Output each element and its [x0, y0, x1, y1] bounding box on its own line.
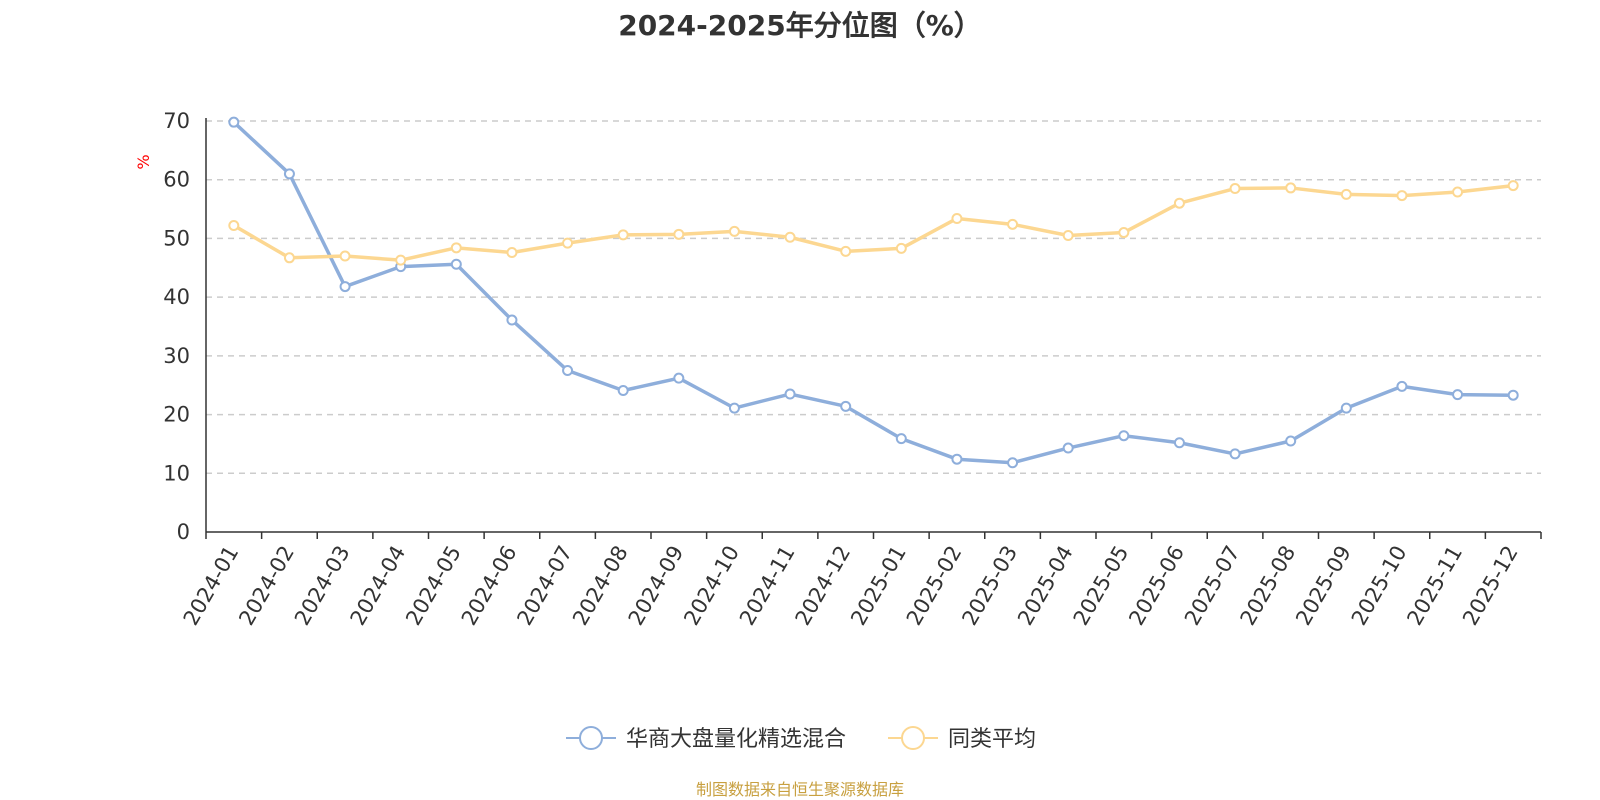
- y-tick-label: 10: [163, 461, 190, 485]
- y-axis-label: %: [134, 154, 153, 169]
- y-tick-label: 0: [177, 520, 190, 544]
- legend-label: 同类平均: [948, 727, 1036, 752]
- x-tick-label: 2025-10: [1347, 542, 1412, 630]
- x-tick-label: 2025-09: [1291, 542, 1356, 630]
- y-tick-label: 70: [163, 109, 190, 133]
- data-point: [617, 229, 629, 241]
- legend-label: 华商大盘量化精选混合: [626, 727, 846, 752]
- data-point: [1173, 197, 1185, 209]
- data-point: [840, 245, 852, 257]
- data-point: [1229, 448, 1241, 460]
- data-point: [506, 314, 518, 326]
- data-point: [1062, 442, 1074, 454]
- data-point: [228, 116, 240, 128]
- data-point: [673, 372, 685, 384]
- x-tick-label: 2025-05: [1069, 542, 1134, 630]
- data-point: [1285, 435, 1297, 447]
- data-point: [1118, 227, 1130, 239]
- data-point: [506, 247, 518, 259]
- y-tick-label: 60: [163, 168, 190, 192]
- x-tick-label: 2024-06: [457, 542, 522, 630]
- y-tick-label: 20: [163, 403, 190, 427]
- data-point: [895, 433, 907, 445]
- data-point: [1229, 183, 1241, 195]
- data-point: [339, 250, 351, 262]
- legend-marker: [901, 726, 925, 750]
- x-tick-label: 2025-03: [957, 542, 1022, 630]
- data-point: [1396, 190, 1408, 202]
- data-point: [283, 252, 295, 264]
- data-point: [1340, 402, 1352, 414]
- y-tick-label: 50: [163, 226, 190, 250]
- data-point: [1452, 186, 1464, 198]
- data-point: [1007, 457, 1019, 469]
- legend-marker: [579, 726, 603, 750]
- data-source-note: 制图数据来自恒生聚源数据库: [695, 780, 904, 799]
- data-point: [562, 237, 574, 249]
- data-point: [673, 228, 685, 240]
- x-tick-label: 2025-11: [1402, 542, 1467, 630]
- data-point: [1340, 188, 1352, 200]
- data-point: [562, 365, 574, 377]
- x-tick-label: 2025-06: [1124, 542, 1189, 630]
- data-point: [283, 168, 295, 180]
- data-point: [840, 400, 852, 412]
- x-tick-label: 2025-01: [846, 542, 911, 630]
- data-point: [228, 220, 240, 232]
- x-tick-label: 2024-12: [791, 542, 856, 630]
- x-tick-label: 2024-04: [346, 542, 411, 630]
- x-tick-label: 2024-07: [512, 542, 577, 630]
- data-point: [1285, 182, 1297, 194]
- data-point: [450, 242, 462, 254]
- x-tick-label: 2024-11: [735, 542, 800, 630]
- data-point: [951, 212, 963, 224]
- data-point: [339, 281, 351, 293]
- data-point: [617, 384, 629, 396]
- data-point: [728, 402, 740, 414]
- data-point: [395, 254, 407, 266]
- x-tick-label: 2025-08: [1236, 542, 1301, 630]
- data-point: [1452, 389, 1464, 401]
- x-tick-label: 2024-03: [290, 542, 355, 630]
- data-point: [1507, 180, 1519, 192]
- y-tick-label: 30: [163, 344, 190, 368]
- x-tick-label: 2024-05: [401, 542, 466, 630]
- data-point: [895, 242, 907, 254]
- x-tick-label: 2024-09: [624, 542, 689, 630]
- x-tick-label: 2025-12: [1458, 542, 1523, 630]
- x-tick-label: 2025-07: [1180, 542, 1245, 630]
- data-point: [1173, 437, 1185, 449]
- data-point: [1007, 218, 1019, 230]
- data-point: [784, 231, 796, 243]
- y-tick-label: 40: [163, 285, 190, 309]
- x-tick-label: 2024-10: [679, 542, 744, 630]
- chart-title: 2024-2025年分位图（%）: [618, 9, 982, 42]
- data-point: [1507, 389, 1519, 401]
- x-tick-label: 2025-04: [1013, 542, 1078, 630]
- x-tick-label: 2025-02: [902, 542, 967, 630]
- data-point: [1118, 430, 1130, 442]
- x-tick-label: 2024-02: [234, 542, 299, 630]
- data-point: [784, 388, 796, 400]
- data-point: [450, 258, 462, 270]
- data-point: [1062, 229, 1074, 241]
- data-point: [1396, 380, 1408, 392]
- data-point: [728, 225, 740, 237]
- x-tick-label: 2024-01: [179, 542, 244, 630]
- series-line: [232, 183, 1514, 262]
- series-line: [232, 120, 1514, 465]
- x-tick-label: 2024-08: [568, 542, 633, 630]
- data-point: [951, 453, 963, 465]
